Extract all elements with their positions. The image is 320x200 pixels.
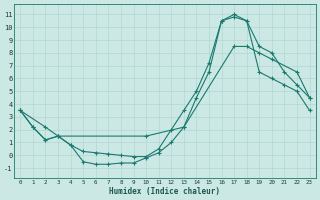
X-axis label: Humidex (Indice chaleur): Humidex (Indice chaleur) xyxy=(109,187,220,196)
